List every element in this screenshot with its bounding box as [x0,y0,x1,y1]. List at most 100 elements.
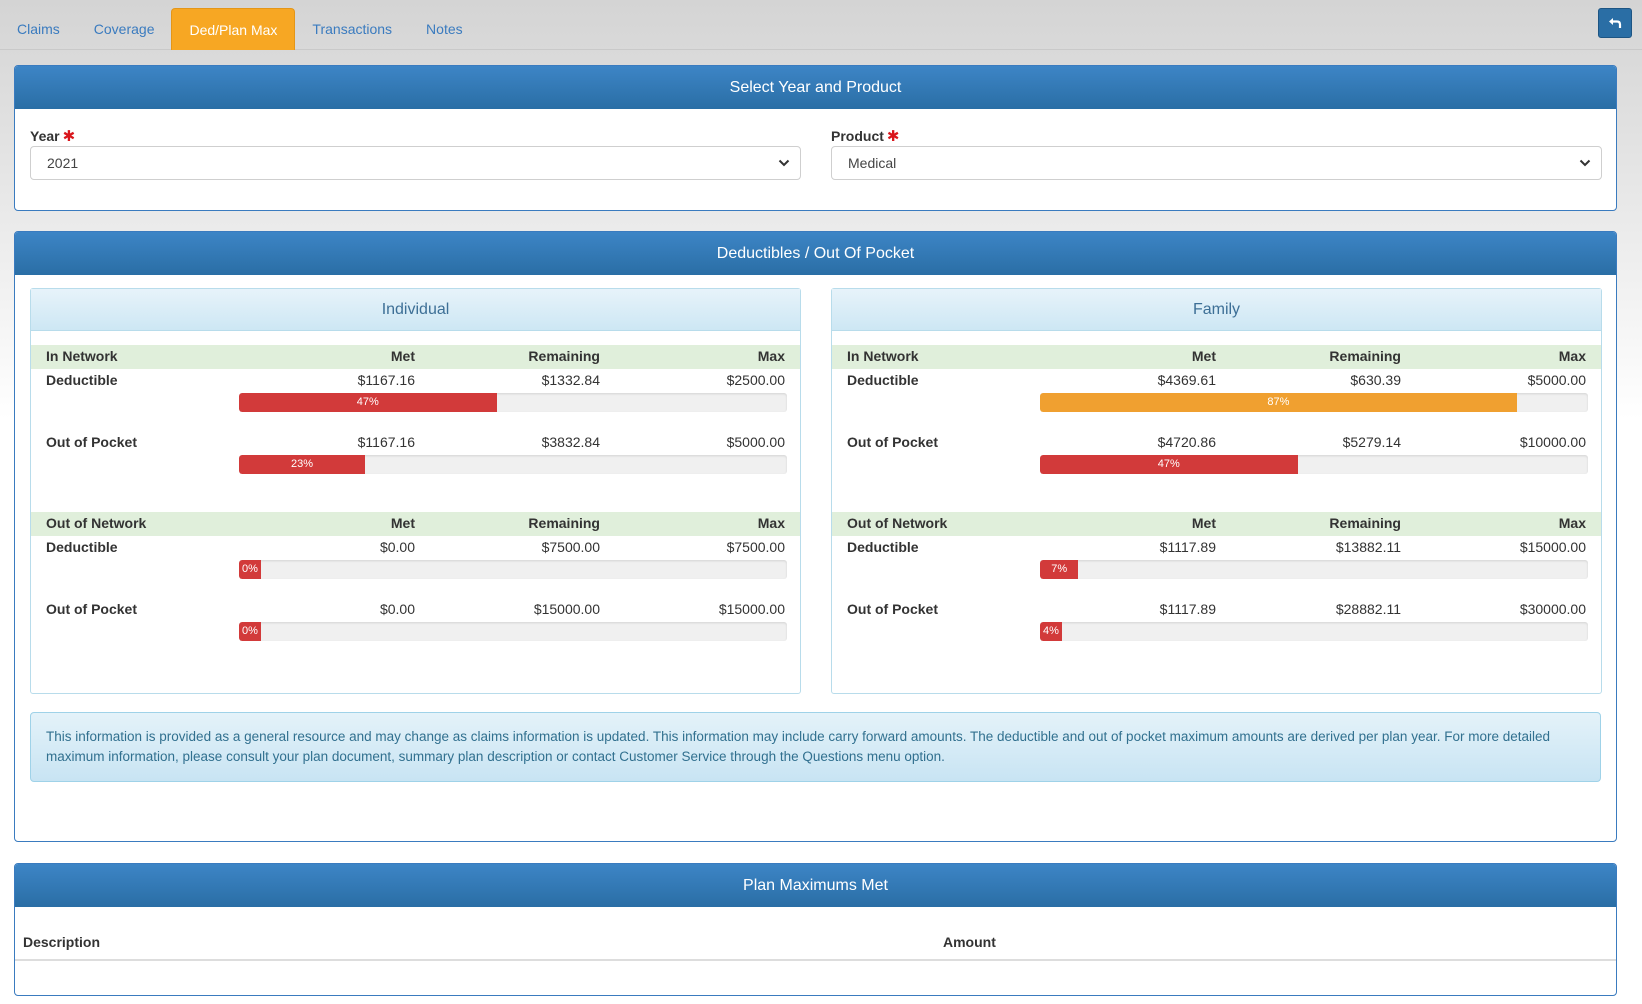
deductible-progress-bar: 0% [239,560,787,579]
deductible-progress-fill: 7% [1040,560,1079,579]
column-header-met: Met [1191,348,1216,364]
year-select[interactable]: 2021 [30,146,801,180]
in-network-header-row [31,345,800,369]
deductible-label: Deductible [46,539,118,555]
table-divider [15,959,1616,961]
plan-maximums-panel: Plan Maximums Met Description Amount [14,863,1617,996]
required-asterisk-icon: ✱ [886,128,900,145]
year-label: Year ✱ [30,127,75,145]
column-header-max: Max [1558,515,1586,531]
panel-title: Select Year and Product [15,66,1616,109]
out-of-pocket-label: Out of Pocket [847,601,939,617]
family-title: Family [832,289,1601,331]
deductible-progress-bar: 7% [1040,560,1588,579]
deductible-progress-bar: 87% [1040,393,1588,412]
product-select-value: Medical [848,155,897,171]
deductible-max-value: $2500.00 [726,372,785,388]
in-network-label: In Network [847,348,919,364]
out-of-pocket-label: Out of Pocket [46,601,138,617]
deductible-remaining-value: $630.39 [1350,372,1401,388]
deductible-progress-fill: 47% [239,393,497,412]
out-of-pocket-progress-bar: 23% [239,455,787,474]
tab-claims[interactable]: Claims [17,21,60,37]
deductible-max-value: $15000.00 [1519,539,1586,555]
deductible-met-value: $1167.16 [357,372,415,388]
out-of-pocket-remaining-value: $5279.14 [1342,434,1401,450]
year-label-text: Year [30,128,60,144]
panel-title: Plan Maximums Met [15,864,1616,907]
product-label-text: Product [831,128,884,144]
return-arrow-icon [1609,18,1622,28]
deductible-met-value: $4369.61 [1157,372,1216,388]
out-of-pocket-met-value: $0.00 [379,601,415,617]
column-header-amount: Amount [943,934,996,950]
out-of-pocket-progress-bar: 47% [1040,455,1588,474]
deductible-label: Deductible [847,539,919,555]
column-header-max: Max [757,348,785,364]
individual-section: Individual In Network Met Remaining Max Deduc… [30,288,801,694]
column-header-max: Max [757,515,785,531]
deductible-met-value: $1117.89 [1159,539,1216,555]
out-of-pocket-max-value: $15000.00 [718,601,785,617]
out-of-pocket-max-value: $10000.00 [1519,434,1586,450]
deductible-max-value: $7500.00 [726,539,785,555]
back-button[interactable] [1598,8,1632,38]
deductibles-panel: Deductibles / Out Of Pocket Individual In… [14,231,1617,842]
info-message: This information is provided as a genera… [30,712,1601,782]
out-of-pocket-progress-fill: 0% [239,622,261,641]
tab-transactions[interactable]: Transactions [312,21,393,37]
deductible-met-value: $0.00 [379,539,415,555]
column-header-remaining: Remaining [1329,348,1401,364]
out-of-pocket-progress-bar: 4% [1040,622,1588,641]
deductible-progress-fill: 87% [1040,393,1517,412]
out-of-pocket-progress-fill: 47% [1040,455,1298,474]
out-of-network-header-row [31,512,800,536]
column-header-description: Description [23,934,101,950]
out-of-pocket-remaining-value: $28882.11 [1335,601,1401,617]
column-header-max: Max [1558,348,1586,364]
out-of-network-label: Out of Network [46,515,147,531]
year-select-value: 2021 [47,155,79,171]
product-label: Product ✱ [831,127,899,145]
panel-title: Deductibles / Out Of Pocket [15,232,1616,275]
out-of-pocket-met-value: $1167.16 [357,434,415,450]
out-of-pocket-progress-fill: 23% [239,455,366,474]
tab-coverage[interactable]: Coverage [93,21,155,37]
column-header-met: Met [390,515,415,531]
deductible-max-value: $5000.00 [1527,372,1586,388]
out-of-pocket-remaining-value: $3832.84 [541,434,600,450]
column-header-remaining: Remaining [528,348,600,364]
family-section: Family In Network Met Remaining Max Deductibl… [831,288,1602,694]
out-of-pocket-label: Out of Pocket [46,434,138,450]
in-network-label: In Network [46,348,118,364]
out-of-pocket-remaining-value: $15000.00 [533,601,600,617]
deductible-remaining-value: $7500.00 [541,539,600,555]
tab-bar: Claims Coverage Ded/Plan Max Transaction… [0,0,1642,50]
tab-ded-plan-max[interactable]: Ded/Plan Max [171,8,296,50]
out-of-pocket-met-value: $4720.86 [1157,434,1216,450]
required-asterisk-icon: ✱ [62,128,76,145]
column-header-met: Met [1191,515,1216,531]
out-of-pocket-progress-fill: 4% [1040,622,1062,641]
individual-title: Individual [31,289,800,331]
product-select[interactable]: Medical [831,146,1602,180]
out-of-pocket-max-value: $30000.00 [1519,601,1586,617]
tab-notes[interactable]: Notes [426,21,463,37]
column-header-remaining: Remaining [1329,515,1401,531]
out-of-pocket-max-value: $5000.00 [726,434,785,450]
tab-list: Claims Coverage Ded/Plan Max Transaction… [0,8,480,50]
out-of-pocket-progress-bar: 0% [239,622,787,641]
chevron-down-icon [1579,159,1591,167]
deductible-progress-bar: 47% [239,393,787,412]
deductible-progress-fill: 0% [239,560,261,579]
out-of-pocket-met-value: $1117.89 [1159,601,1216,617]
select-year-product-panel: Select Year and Product Year ✱ 2021 Produ… [14,65,1617,211]
out-of-pocket-label: Out of Pocket [847,434,939,450]
deductible-remaining-value: $1332.84 [541,372,600,388]
deductible-remaining-value: $13882.11 [1335,539,1401,555]
deductible-label: Deductible [847,372,919,388]
out-of-network-header-row [832,512,1601,536]
column-header-remaining: Remaining [528,515,600,531]
out-of-network-label: Out of Network [847,515,948,531]
chevron-down-icon [778,159,790,167]
